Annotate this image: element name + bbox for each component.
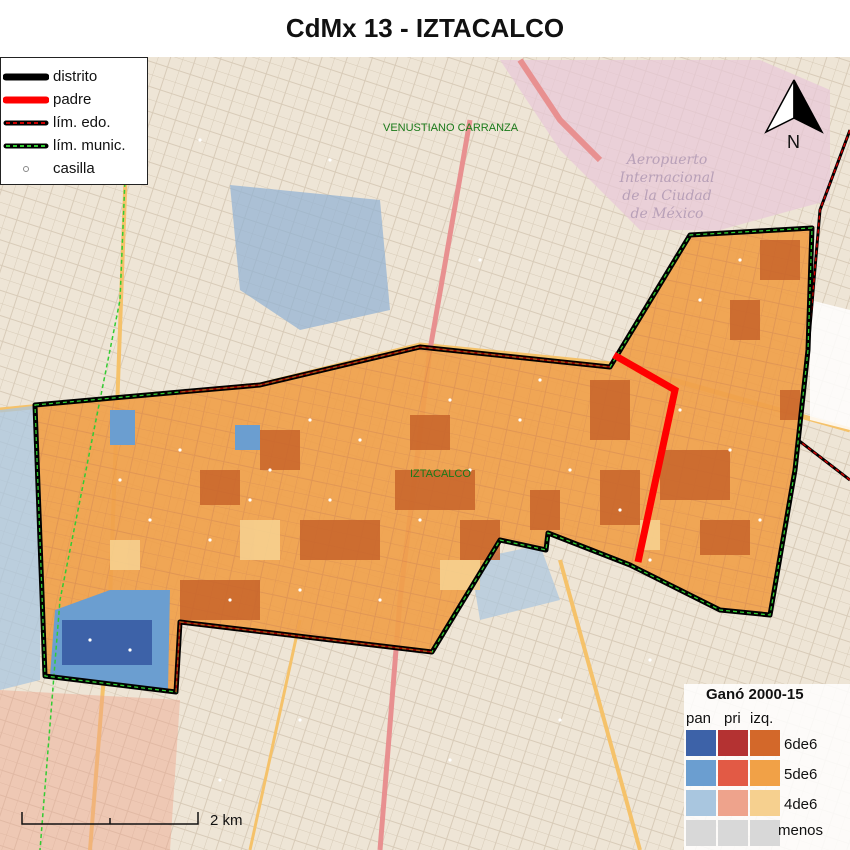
road: [248, 619, 302, 850]
swatch-pan-4de6: [686, 790, 716, 816]
party-header-pan: pan: [686, 710, 712, 727]
map-canvas[interactable]: VENUSTIANO CARRANZA IZTACALCO Aeropuerto…: [0, 57, 850, 850]
swatch-pri-5de6: [718, 760, 748, 786]
results-legend: Ganó 2000-15 pan pri izq. 6de6 5de6 4de6…: [684, 684, 850, 850]
municipality-label-venustiano-carranza: VENUSTIANO CARRANZA: [383, 122, 519, 134]
legend-item-lim-munic: lím. munic.: [1, 135, 149, 157]
legend-swatch-distrito: [3, 73, 49, 81]
swatch-pan-menos: [686, 820, 716, 846]
north-arrow: N: [762, 78, 826, 158]
airport-area: [500, 60, 830, 230]
legend-item-padre: padre: [1, 89, 149, 111]
scale-bar-graphic: [21, 812, 199, 825]
road: [558, 559, 642, 850]
parent-border-east: [612, 351, 679, 563]
neighbor-area: [230, 185, 390, 330]
legend-label: casilla: [53, 160, 95, 177]
airport-label: Aeropuerto Internacional de la Ciudad de…: [619, 152, 715, 222]
legend-item-casilla: casilla: [1, 158, 149, 180]
party-header-pri: pri: [724, 710, 741, 727]
legend-label: lím. edo.: [53, 114, 111, 131]
legend-item-distrito: distrito: [1, 66, 149, 88]
north-arrow-icon: [764, 79, 824, 134]
legend-label: distrito: [53, 68, 98, 85]
north-label: N: [787, 132, 800, 152]
district-area: [35, 228, 812, 692]
legend-label: lím. munic.: [53, 137, 126, 154]
swatch-izq-6de6: [750, 730, 780, 756]
level-label-6de6: 6de6: [784, 736, 818, 753]
swatch-pri-menos: [718, 820, 748, 846]
level-label-menos: menos: [778, 822, 824, 839]
legend-swatch-lim-munic: [3, 143, 49, 149]
swatch-pri-6de6: [718, 730, 748, 756]
road: [517, 58, 603, 163]
parent-border-bottom: [175, 621, 433, 693]
swatch-pan-6de6: [686, 730, 716, 756]
legend-swatch-casilla: [23, 166, 29, 172]
swatch-izq-menos: [750, 820, 780, 846]
district-pan-section: [50, 410, 260, 690]
scale-bar: 2 km: [20, 808, 260, 838]
parent-border-top: [179, 346, 611, 393]
map-legend: distrito padre lím. edo. lím. munic. cas…: [0, 57, 148, 185]
district-6de6-blocks: [180, 240, 800, 620]
swatch-pri-4de6: [718, 790, 748, 816]
polling-points: [58, 118, 762, 782]
legend-swatch-padre: [3, 96, 49, 104]
swatch-pan-5de6: [686, 760, 716, 786]
legend-item-lim-edo: lím. edo.: [1, 112, 149, 134]
results-legend-title: Ganó 2000-15: [706, 686, 804, 703]
neighbor-area: [470, 545, 560, 620]
map-title: CdMx 13 - IZTACALCO: [285, 13, 565, 43]
scale-label: 2 km: [210, 812, 243, 829]
district-map: [0, 57, 850, 850]
neighbor-area: [0, 690, 180, 850]
neighbor-area: [810, 300, 850, 430]
level-label-4de6: 4de6: [784, 796, 818, 813]
neighbor-area: [0, 405, 40, 690]
swatch-izq-5de6: [750, 760, 780, 786]
level-label-5de6: 5de6: [784, 766, 818, 783]
legend-swatch-lim-edo: [3, 120, 49, 126]
swatch-izq-4de6: [750, 790, 780, 816]
legend-label: padre: [53, 91, 92, 108]
party-header-izq: izq.: [750, 710, 774, 727]
municipality-label-iztacalco: IZTACALCO: [410, 468, 471, 480]
